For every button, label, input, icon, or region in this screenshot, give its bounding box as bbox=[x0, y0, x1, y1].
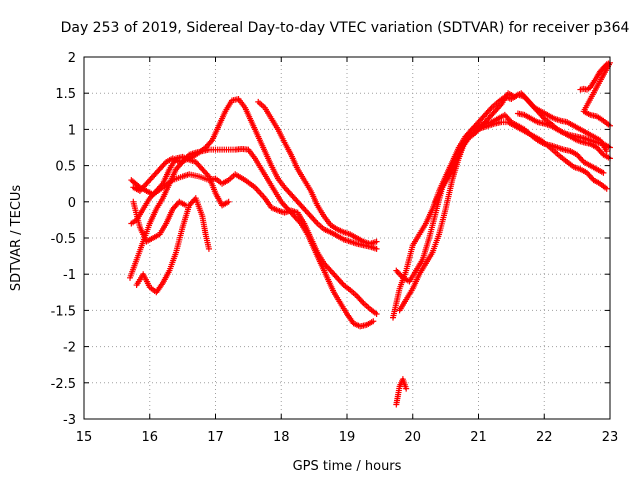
y-tick-label: 1 bbox=[68, 123, 76, 138]
chart-title: Day 253 of 2019, Sidereal Day-to-day VTE… bbox=[61, 20, 630, 36]
y-tick-label: 1.5 bbox=[55, 87, 76, 102]
y-tick-label: 0.5 bbox=[55, 160, 76, 175]
data-point-track-12 bbox=[603, 148, 610, 155]
y-tick-label: -2.5 bbox=[51, 377, 76, 392]
data-points bbox=[127, 59, 613, 408]
x-tick-label: 19 bbox=[339, 430, 356, 445]
data-point-track-9 bbox=[600, 169, 607, 176]
y-tick-label: -0.5 bbox=[51, 232, 76, 247]
plot-frame bbox=[83, 56, 611, 420]
x-axis-ticks: 15 16 17 18 19 20 21 22 23 bbox=[76, 57, 619, 445]
y-tick-label: -3 bbox=[63, 413, 76, 428]
y-tick-label: -1.5 bbox=[51, 304, 76, 319]
data-point-track-8 bbox=[403, 385, 410, 392]
y-tick-label: -2 bbox=[63, 341, 76, 356]
x-tick-label: 23 bbox=[602, 430, 619, 445]
data-point-track-10 bbox=[603, 185, 610, 192]
y-axis-label: SDTVAR / TECUs bbox=[9, 185, 24, 292]
data-point-track-2 bbox=[373, 245, 380, 252]
data-point-track-4 bbox=[225, 198, 232, 205]
x-tick-label: 16 bbox=[141, 430, 158, 445]
data-point-track-5 bbox=[205, 245, 212, 252]
data-point-track-6 bbox=[373, 238, 380, 245]
x-tick-label: 17 bbox=[207, 430, 224, 445]
y-tick-label: 2 bbox=[68, 51, 76, 66]
y-tick-label: 0 bbox=[68, 196, 76, 211]
data-point-track-1 bbox=[370, 318, 377, 325]
x-axis-label: GPS time / hours bbox=[293, 459, 402, 474]
x-tick-label: 18 bbox=[273, 430, 290, 445]
x-tick-label: 15 bbox=[76, 430, 93, 445]
data-point-track-3 bbox=[373, 311, 380, 318]
x-tick-label: 21 bbox=[470, 430, 487, 445]
x-tick-label: 20 bbox=[404, 430, 421, 445]
y-tick-label: -1 bbox=[63, 268, 76, 283]
y-axis-ticks: 2 1.5 1 0.5 0 -0.5 -1 -1.5 -2 -2.5 -3 bbox=[51, 51, 610, 428]
data-point-track-7 bbox=[182, 202, 189, 209]
x-tick-label: 22 bbox=[536, 430, 553, 445]
